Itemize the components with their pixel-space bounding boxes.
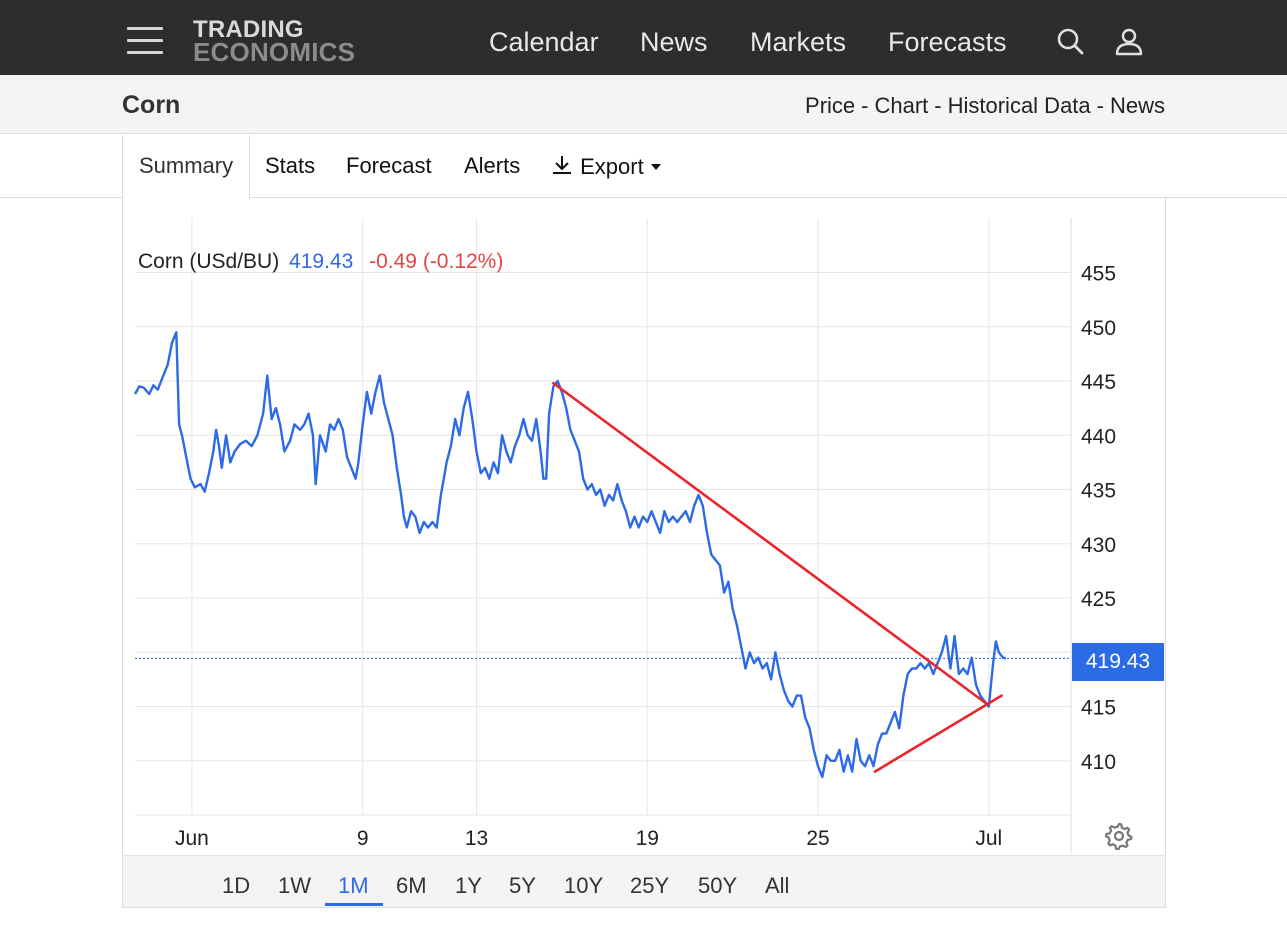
nav-forecasts[interactable]: Forecasts: [888, 27, 1007, 57]
x-tick-label: 13: [465, 827, 488, 850]
time-range-bar: 1D 1W 1M 6M 1Y 5Y 10Y 25Y 50Y All: [123, 855, 1165, 907]
tab-bar: Summary Stats Forecast Alerts Export: [0, 135, 1287, 198]
y-tick-label: 435: [1081, 480, 1116, 503]
trading-economics-logo[interactable]: TRADING ECONOMICS: [193, 16, 356, 67]
range-button-25y[interactable]: 25Y: [630, 873, 670, 898]
y-tick-label: 410: [1081, 751, 1116, 774]
range-button-1d[interactable]: 1D: [222, 873, 251, 898]
range-button-1m[interactable]: 1M: [338, 873, 369, 898]
crumb-separator: -: [861, 93, 869, 118]
x-tick-label: Jul: [975, 827, 1002, 850]
last-price-badge: 419.43: [1072, 643, 1164, 681]
y-tick-label: 440: [1081, 425, 1116, 448]
range-button-5y[interactable]: 5Y: [509, 873, 536, 898]
crumb-news[interactable]: News: [1109, 93, 1165, 118]
chart-change: -0.49 (-0.12%): [369, 250, 504, 273]
y-tick-label: 430: [1081, 534, 1116, 557]
x-tick-label: 19: [636, 827, 659, 850]
export-label: Export: [580, 154, 644, 179]
menu-icon[interactable]: [127, 27, 163, 55]
tab-summary[interactable]: Summary: [122, 135, 251, 198]
price-series-line: [133, 331, 1007, 779]
nav-markets[interactable]: Markets: [750, 27, 847, 57]
crumb-chart[interactable]: Chart: [874, 93, 929, 118]
y-tick-label: 415: [1081, 697, 1116, 720]
caret-down-icon: [650, 164, 661, 170]
chart-panel: [122, 198, 1166, 908]
x-tick-label: 25: [806, 827, 829, 850]
chart-price: 419.43: [289, 250, 354, 273]
range-button-all[interactable]: All: [765, 873, 790, 898]
range-button-1y[interactable]: 1Y: [455, 873, 482, 898]
gear-icon[interactable]: [1104, 822, 1133, 851]
y-tick-label: 425: [1081, 588, 1116, 611]
top-navigation-bar: TRADING ECONOMICS Calendar News Markets …: [0, 0, 1287, 75]
x-tick-label: 9: [357, 827, 369, 850]
tab-alerts[interactable]: Alerts: [464, 153, 521, 178]
range-button-50y[interactable]: 50Y: [698, 873, 738, 898]
search-icon[interactable]: [1055, 26, 1087, 58]
breadcrumb: Price - Chart - Historical Data - News: [805, 93, 1165, 119]
logo-line-2: ECONOMICS: [193, 37, 356, 67]
crumb-historical-data[interactable]: Historical Data: [947, 93, 1091, 118]
chart-title: Corn (USd/BU): [138, 250, 280, 273]
range-button-1w[interactable]: 1W: [278, 873, 311, 898]
nav-news[interactable]: News: [640, 27, 708, 57]
export-button[interactable]: Export: [550, 153, 662, 180]
user-icon[interactable]: [1113, 26, 1145, 58]
y-tick-label: 455: [1081, 263, 1116, 286]
nav-calendar[interactable]: Calendar: [489, 27, 599, 57]
logo-line-1: TRADING: [193, 16, 304, 43]
crumb-separator: -: [1096, 93, 1104, 118]
chart-header: Corn (USd/BU) 419.43 -0.49 (-0.12%): [138, 250, 503, 274]
y-tick-label: 450: [1081, 317, 1116, 340]
y-tick-label: 445: [1081, 371, 1116, 394]
active-range-underline: [325, 903, 383, 906]
crumb-price[interactable]: Price: [805, 93, 856, 118]
trendline: [552, 381, 988, 705]
tab-stats[interactable]: Stats: [265, 153, 316, 178]
page-subheader: Corn Price - Chart - Historical Data - News: [0, 75, 1287, 134]
crumb-separator: -: [934, 93, 942, 118]
range-button-6m[interactable]: 6M: [396, 873, 427, 898]
trendline: [873, 694, 1003, 773]
x-tick-label: Jun: [175, 827, 209, 850]
tab-forecast[interactable]: Forecast: [346, 153, 432, 178]
page-title: Corn: [122, 91, 181, 119]
range-button-10y[interactable]: 10Y: [564, 873, 604, 898]
download-icon: [553, 156, 571, 174]
